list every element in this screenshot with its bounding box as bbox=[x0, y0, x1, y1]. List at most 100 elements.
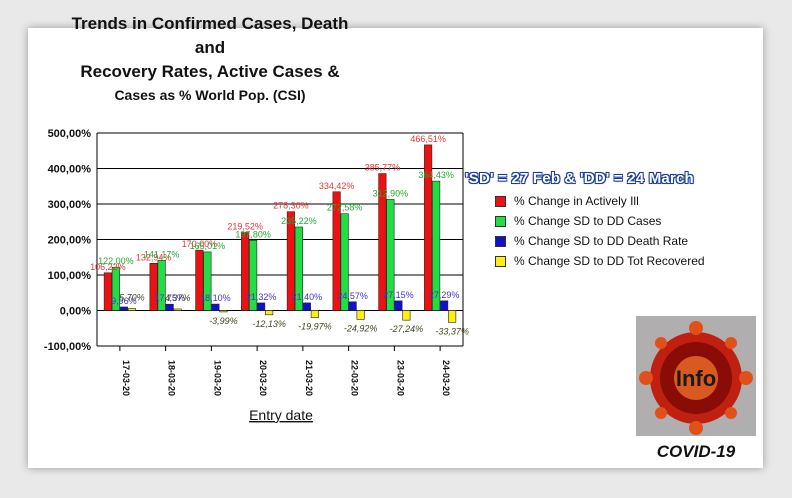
bar bbox=[173, 308, 182, 311]
bar bbox=[103, 272, 112, 311]
virus-spikes-icon bbox=[639, 321, 753, 435]
title-line-1: Trends in Confirmed Cases, Death and bbox=[71, 14, 349, 57]
data-label: 4,37% bbox=[165, 293, 191, 303]
legend-list: % Change in Actively Ill % Change SD to D… bbox=[495, 191, 755, 271]
bar bbox=[257, 302, 266, 311]
legend: 'SD' = 27 Feb & 'DD' = 24 March % Change… bbox=[465, 170, 755, 271]
data-label: 219,52% bbox=[227, 222, 263, 232]
legend-note: 'SD' = 27 Feb & 'DD' = 24 March bbox=[465, 170, 694, 187]
bar bbox=[111, 266, 120, 311]
logo-caption: COVID-19 bbox=[656, 442, 736, 461]
data-label: -12,13% bbox=[252, 319, 286, 329]
legend-label: % Change SD to DD Tot Recovered bbox=[514, 254, 705, 268]
x-tick-label: 22-03-20 bbox=[350, 360, 360, 396]
y-tick-label: 0,00% bbox=[60, 306, 91, 318]
data-label: 334,42% bbox=[319, 181, 355, 191]
legend-swatch bbox=[495, 235, 506, 247]
data-label: 21,32% bbox=[246, 292, 277, 302]
data-label: 235,22% bbox=[281, 216, 317, 226]
data-label: 272,58% bbox=[327, 203, 363, 213]
data-label: 18,10% bbox=[200, 293, 231, 303]
y-tick-label: 400,00% bbox=[48, 164, 92, 176]
bar bbox=[219, 310, 228, 313]
chart-title: Trends in Confirmed Cases, Death and Rec… bbox=[60, 12, 360, 106]
data-label: -24,92% bbox=[344, 323, 378, 333]
bar bbox=[348, 301, 357, 311]
data-label: 5,70% bbox=[119, 292, 145, 302]
bar bbox=[149, 263, 158, 311]
data-label: 24,57% bbox=[337, 291, 368, 301]
bar bbox=[440, 300, 449, 311]
bar bbox=[241, 232, 250, 311]
data-label: 9,96% bbox=[111, 296, 137, 306]
bar bbox=[294, 226, 303, 311]
bar bbox=[211, 303, 220, 311]
x-tick-label: 18-03-20 bbox=[167, 360, 177, 396]
bar bbox=[424, 144, 433, 311]
bar bbox=[165, 303, 174, 311]
data-label: 106,22% bbox=[90, 262, 126, 272]
title-line-2: Recovery Rates, Active Cases & bbox=[80, 62, 340, 81]
data-label: 122,00% bbox=[98, 256, 134, 266]
bar bbox=[310, 310, 319, 318]
data-label: 170,00% bbox=[182, 239, 218, 249]
x-tick-label: 20-03-20 bbox=[258, 360, 268, 396]
legend-label: % Change SD to DD Death Rate bbox=[514, 234, 689, 248]
bar bbox=[432, 180, 441, 311]
y-tick-label: 500,00% bbox=[48, 128, 92, 140]
legend-swatch bbox=[495, 195, 506, 207]
title-line-3: Cases as % World Pop. (CSI) bbox=[114, 87, 306, 103]
bar bbox=[332, 191, 341, 311]
data-label: 132,94% bbox=[136, 252, 172, 262]
legend-item: % Change SD to DD Cases bbox=[495, 211, 755, 231]
x-tick-label: 23-03-20 bbox=[395, 360, 405, 396]
bar bbox=[386, 199, 395, 311]
legend-label: % Change in Actively Ill bbox=[514, 194, 639, 208]
data-label: 27,29% bbox=[429, 290, 460, 300]
data-label: 17,75% bbox=[154, 293, 185, 303]
data-label: 141,17% bbox=[144, 249, 180, 259]
data-label: -27,24% bbox=[390, 324, 424, 334]
data-label: 27,15% bbox=[383, 290, 414, 300]
x-tick-label: 21-03-20 bbox=[304, 360, 314, 396]
data-label: -19,97% bbox=[298, 322, 332, 332]
legend-item: % Change SD to DD Tot Recovered bbox=[495, 251, 755, 271]
bar bbox=[127, 308, 136, 311]
bar bbox=[265, 310, 274, 316]
bar bbox=[203, 251, 212, 311]
covid-logo: Info bbox=[636, 316, 756, 436]
x-tick-label: 19-03-20 bbox=[212, 360, 222, 396]
bar bbox=[448, 310, 457, 323]
x-axis-title: Entry date bbox=[249, 407, 313, 423]
data-label: 312,90% bbox=[373, 188, 409, 198]
legend-swatch bbox=[495, 255, 506, 267]
bar bbox=[340, 213, 349, 311]
y-tick-label: 100,00% bbox=[48, 270, 92, 282]
data-label: 21,40% bbox=[292, 292, 323, 302]
bar bbox=[402, 310, 411, 321]
data-label: -33,37% bbox=[435, 326, 469, 336]
bar bbox=[286, 211, 295, 311]
bar bbox=[356, 310, 365, 320]
data-label: 278,30% bbox=[273, 201, 309, 211]
x-tick-label: 17-03-20 bbox=[121, 360, 131, 396]
legend-label: % Change SD to DD Cases bbox=[514, 214, 662, 228]
data-label: 364,43% bbox=[418, 170, 454, 180]
data-label: 385,77% bbox=[365, 163, 401, 173]
bar bbox=[157, 260, 166, 311]
legend-item: % Change SD to DD Death Rate bbox=[495, 231, 755, 251]
logo-text: Info bbox=[676, 366, 716, 391]
x-tick-label: 24-03-20 bbox=[441, 360, 451, 396]
bar bbox=[195, 249, 204, 311]
bar bbox=[249, 239, 258, 311]
bar bbox=[302, 302, 311, 311]
bar bbox=[394, 300, 403, 311]
bar bbox=[378, 173, 387, 311]
data-label: 197,80% bbox=[235, 229, 271, 239]
data-label: 466,51% bbox=[410, 134, 446, 144]
y-tick-label: 300,00% bbox=[48, 199, 92, 211]
data-label: -3,99% bbox=[209, 316, 238, 326]
legend-item: % Change in Actively Ill bbox=[495, 191, 755, 211]
y-tick-label: 200,00% bbox=[48, 235, 92, 247]
